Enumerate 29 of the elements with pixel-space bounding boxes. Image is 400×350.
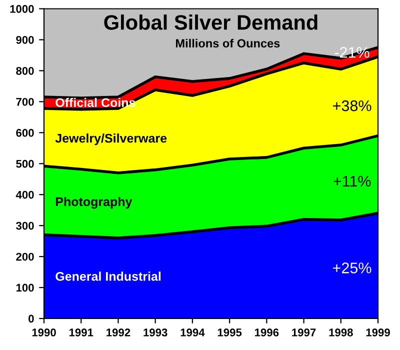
y-tick-label: 100	[16, 284, 34, 292]
y-tick-label: 400	[16, 190, 34, 199]
y-tick-label: 0	[28, 314, 34, 323]
y-tick-label: 800	[16, 66, 34, 75]
y-tick-label: 900	[16, 36, 34, 44]
x-tick-label: 1992	[106, 328, 130, 336]
x-tick-label: 1993	[144, 328, 168, 336]
chart-title: Global Silver Demand	[104, 14, 318, 30]
x-tick-label: 1999	[366, 328, 390, 336]
series-label: Photography	[56, 196, 132, 209]
x-tick-label: 1998	[329, 328, 353, 336]
y-tick-label: 600	[16, 128, 34, 137]
y-tick-label: 500	[16, 160, 34, 168]
x-tick-label: 1995	[218, 328, 242, 336]
y-tick-label: 300	[16, 222, 34, 230]
x-tick-label: 1997	[292, 328, 316, 336]
annotation: +25%	[333, 262, 372, 274]
text: Millions of Ounces	[176, 38, 280, 48]
y-tick-label: 1000	[10, 5, 34, 13]
annotation: +38%	[333, 100, 372, 112]
series-label: Jewelry/Silverware	[55, 133, 167, 146]
x-tick-label: 1991	[69, 328, 94, 336]
y-tick-label: 700	[16, 98, 34, 106]
x-tick-label: 1996	[255, 328, 279, 336]
series-label: General Industrial	[56, 272, 161, 281]
x-tick-label: 1990	[32, 328, 56, 336]
annotation: +11%	[334, 176, 371, 187]
x-tick-label: 1994	[180, 328, 205, 336]
y-tick-label: 200	[16, 252, 34, 261]
